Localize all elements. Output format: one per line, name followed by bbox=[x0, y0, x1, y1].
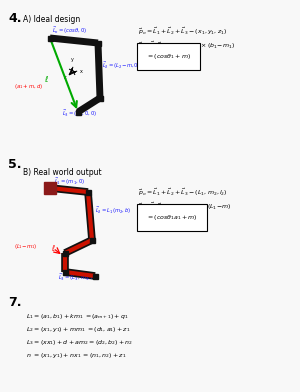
Text: 7.: 7. bbox=[8, 296, 22, 309]
Bar bbox=[62, 250, 68, 256]
Bar bbox=[89, 238, 94, 243]
Text: $L_1=(a_1,b_1)+km_1\;=(a_{m+1})+q_1$: $L_1=(a_1,b_1)+km_1\;=(a_{m+1})+q_1$ bbox=[26, 312, 129, 321]
Text: $=(cos\theta_1 a_1+m)$: $=(cos\theta_1 a_1+m)$ bbox=[146, 213, 198, 222]
Bar bbox=[85, 189, 91, 194]
Bar bbox=[98, 96, 103, 100]
Text: $L_2=(x_1,y_1)+mm_1\;=(d_1,a_1)+z_1$: $L_2=(x_1,y_1)+mm_1\;=(d_1,a_1)+z_1$ bbox=[26, 325, 131, 334]
Text: $\vec{L}_2 = (L_2\!-\!m,0)$: $\vec{L}_2 = (L_2\!-\!m,0)$ bbox=[102, 60, 141, 71]
Text: $\ell$: $\ell$ bbox=[51, 243, 56, 253]
Text: 4.: 4. bbox=[8, 12, 22, 25]
Text: $\vec{a}=\vec{R}_0\vec{p}=(x_1\!-\!a_1,d)\times(b_1\!-\!m_1)$: $\vec{a}=\vec{R}_0\vec{p}=(x_1\!-\!a_1,d… bbox=[138, 40, 235, 51]
Text: $L_3=(xx_1)+d+am_2=(d_2,b_2)+n_2$: $L_3=(xx_1)+d+am_2=(d_2,b_2)+n_2$ bbox=[26, 338, 133, 347]
Text: $\vec{p}_o=\vec{L}_1+\vec{L}_2+\vec{L}_3-(L_1,m_2,l_2)$: $\vec{p}_o=\vec{L}_1+\vec{L}_2+\vec{L}_3… bbox=[138, 187, 228, 198]
Text: x: x bbox=[80, 69, 83, 74]
Bar bbox=[92, 274, 98, 278]
Bar bbox=[95, 40, 101, 45]
Text: $\vec{p}_o=\vec{L}_1+\vec{L}_2+\vec{L}_3-(x_1,y_1,z_1)$: $\vec{p}_o=\vec{L}_1+\vec{L}_2+\vec{L}_3… bbox=[138, 26, 227, 37]
Text: $(L_1\!-\!m_1)$: $(L_1\!-\!m_1)$ bbox=[14, 242, 38, 251]
Text: $(a_1+m,d)$: $(a_1+m,d)$ bbox=[14, 82, 43, 91]
Text: $\vec{L}_3=(L_3,m_3,m)$: $\vec{L}_3=(L_3,m_3,m)$ bbox=[58, 272, 99, 283]
Text: $\ell$: $\ell$ bbox=[44, 74, 49, 84]
Text: B) Real world output: B) Real world output bbox=[23, 168, 102, 177]
Bar bbox=[44, 182, 56, 194]
Text: y: y bbox=[71, 57, 74, 62]
Bar bbox=[76, 109, 80, 114]
Bar bbox=[62, 270, 68, 274]
Text: $=(cos\theta_1+m)$: $=(cos\theta_1+m)$ bbox=[146, 52, 191, 61]
Bar bbox=[47, 36, 52, 40]
Text: $\vec{L}_3 = (L_3,0,0)$: $\vec{L}_3 = (L_3,0,0)$ bbox=[62, 108, 97, 119]
Text: $\vec{L}_1=(m_1,0)$: $\vec{L}_1=(m_1,0)$ bbox=[54, 176, 85, 187]
Text: $\vec{L}_2=L_1(m_2,b)$: $\vec{L}_2=L_1(m_2,b)$ bbox=[95, 205, 132, 216]
Text: $\vec{L}_o = (cos\theta,0)$: $\vec{L}_o = (cos\theta,0)$ bbox=[52, 25, 88, 36]
Text: A) Ideal design: A) Ideal design bbox=[23, 15, 80, 24]
Text: $\vec{a}=\vec{R}_0\vec{p}=(L_1\!-\!a_1,d)\times(L_1\!-\!m)$: $\vec{a}=\vec{R}_0\vec{p}=(L_1\!-\!a_1,d… bbox=[138, 201, 231, 212]
Text: $n\;\,=(x_1,y_1)+nx_1\;=(n_1,n_2)+z_1$: $n\;\,=(x_1,y_1)+nx_1\;=(n_1,n_2)+z_1$ bbox=[26, 351, 127, 360]
Text: 5.: 5. bbox=[8, 158, 22, 171]
Text: z: z bbox=[64, 75, 67, 80]
Bar bbox=[47, 185, 52, 191]
